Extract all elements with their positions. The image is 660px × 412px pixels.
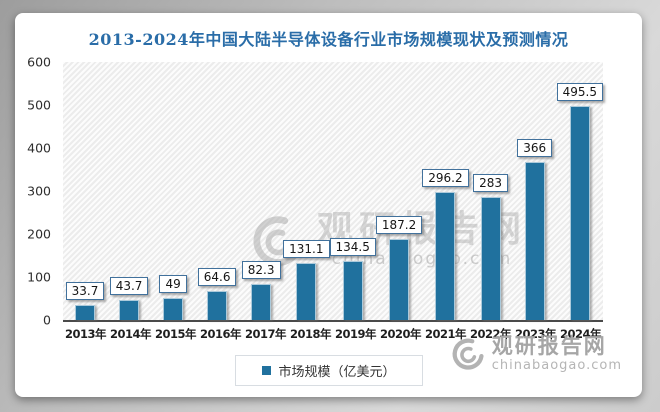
bar-value-label: 495.5 [556, 82, 604, 101]
x-axis-label: 2016年 [199, 327, 242, 341]
bar[interactable] [342, 261, 363, 320]
bar-value-label: 43.7 [109, 277, 149, 296]
chart-card: 2013-2024年中国大陆半导体设备行业市场规模现状及预测情况 0 100 200… [15, 13, 642, 397]
bar-value-label: 49 [159, 274, 187, 293]
bar[interactable] [251, 283, 272, 320]
bar-group: 82.3 [239, 62, 283, 320]
x-axis-label: 2020年 [379, 327, 422, 341]
bar[interactable] [75, 304, 96, 320]
bar[interactable] [480, 197, 501, 320]
bar[interactable] [569, 105, 590, 320]
chart-title: 2013-2024年中国大陆半导体设备行业市场规模现状及预测情况 [88, 30, 569, 49]
x-axis-label: 2017年 [244, 327, 287, 341]
bar[interactable] [389, 238, 410, 320]
bar[interactable] [119, 300, 140, 320]
bar-value-label: 64.6 [197, 268, 237, 287]
y-tick-label: 200 [27, 226, 51, 242]
bar-value-label: 82.3 [241, 260, 281, 279]
x-axis-label: 2021年 [424, 327, 467, 341]
bar[interactable] [163, 297, 184, 320]
x-axis-label: 2023年 [514, 327, 557, 341]
bar-value-label: 296.2 [422, 168, 469, 187]
bar-value-label: 366 [517, 138, 553, 157]
bar-group: 49 [151, 62, 195, 320]
x-axis-labels: 2013年 2014年 2015年 2016年 2017年 2018年 2019年 2020年… [63, 326, 603, 342]
bar-group: 131.1 [283, 62, 330, 320]
bar[interactable] [296, 262, 317, 320]
bar-group: 64.6 [195, 62, 239, 320]
y-tick-label: 100 [27, 269, 51, 285]
legend-swatch-icon [261, 366, 271, 375]
bar[interactable] [435, 191, 456, 320]
bar-group: 134.5 [329, 62, 376, 320]
y-tick-label: 300 [27, 183, 51, 199]
x-axis-label: 2022年 [469, 327, 512, 341]
x-axis-label: 2019年 [334, 327, 377, 341]
bar-group: 33.7 [63, 62, 107, 320]
bar-group: 43.7 [107, 62, 151, 320]
bar-value-label: 187.2 [375, 215, 423, 234]
x-axis-label: 2013年 [64, 327, 107, 341]
bar-group: 366 [513, 62, 557, 320]
bar-group: 187.2 [375, 62, 423, 320]
x-axis-label: 2014年 [109, 327, 152, 341]
x-axis-label: 2015年 [154, 327, 197, 341]
bar[interactable] [207, 291, 228, 320]
y-axis: 0 100 200 300 400 500 600 [21, 55, 59, 328]
legend: 市场规模（亿美元） [234, 355, 423, 386]
bar-value-label: 283 [473, 174, 509, 193]
x-axis-label: 2018年 [289, 327, 332, 341]
bar-group: 495.5 [556, 62, 604, 320]
y-tick-label: 500 [27, 97, 51, 113]
bar-group: 283 [469, 62, 513, 320]
bar-value-label: 134.5 [329, 238, 376, 257]
watermark-url: chinabaogao.com [491, 358, 622, 374]
bar-group: 296.2 [422, 62, 469, 320]
bar-value-label: 33.7 [65, 281, 105, 300]
legend-label: 市场规模（亿美元） [278, 365, 396, 380]
y-tick-label: 400 [27, 140, 51, 156]
bar-value-label: 131.1 [283, 239, 330, 258]
x-axis-label: 2024年 [559, 327, 602, 341]
y-tick-label: 600 [27, 54, 51, 70]
bar[interactable] [524, 161, 545, 320]
plot-area: 观研报告网 chinabaogao.com 33.743.74964.682.3… [63, 62, 604, 322]
y-tick-label: 0 [43, 312, 51, 328]
